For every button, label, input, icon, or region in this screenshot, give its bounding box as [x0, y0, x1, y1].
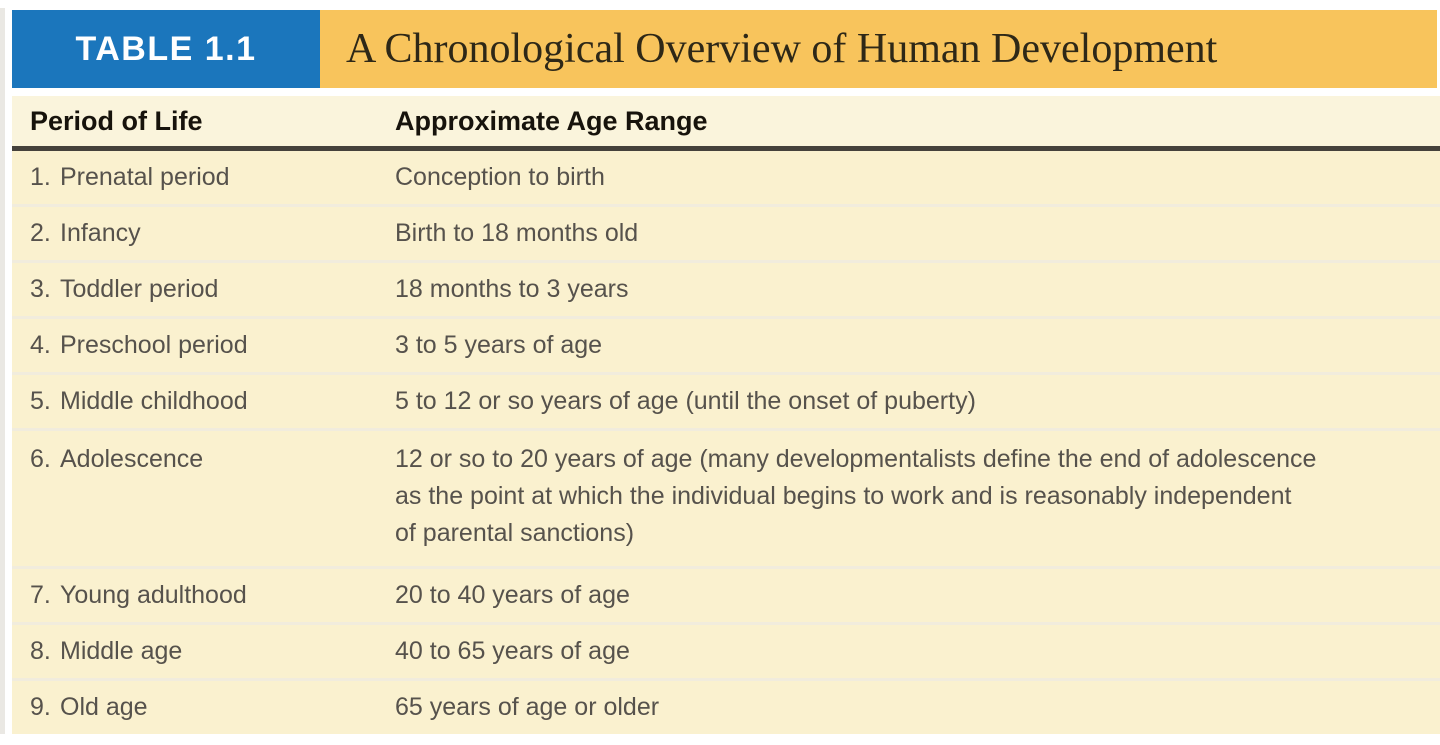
period-label: Toddler period: [60, 275, 219, 303]
table-row: 4. Preschool period 3 to 5 years of age: [12, 316, 1440, 372]
table-number-label: TABLE 1.1: [12, 10, 320, 88]
scan-edge-artifact: [0, 8, 5, 734]
row-number: 2.: [30, 219, 51, 247]
age-range-text: Conception to birth: [395, 163, 605, 191]
period-cell: 1. Prenatal period: [12, 163, 395, 192]
row-number: 6.: [30, 445, 51, 473]
period-cell: 3. Toddler period: [12, 275, 395, 304]
column-header-row: Period of Life Approximate Age Range: [12, 96, 1440, 151]
period-cell: 2. Infancy: [12, 219, 395, 248]
table-row: 5. Middle childhood 5 to 12 or so years …: [12, 372, 1440, 428]
table-row: 2. Infancy Birth to 18 months old: [12, 204, 1440, 260]
table-title: A Chronological Overview of Human Develo…: [320, 10, 1437, 88]
development-table: Period of Life Approximate Age Range 1. …: [12, 96, 1440, 734]
row-number: 8.: [30, 637, 51, 665]
age-range-text: 18 months to 3 years: [395, 275, 629, 303]
row-number: 4.: [30, 331, 51, 359]
period-cell: 7. Young adulthood: [12, 581, 395, 610]
column-header-age-range: Approximate Age Range: [395, 105, 708, 136]
table-row: 6. Adolescence 12 or so to 20 years of a…: [12, 428, 1440, 566]
table-row: 1. Prenatal period Conception to birth: [12, 151, 1440, 204]
age-range-text: 3 to 5 years of age: [395, 331, 603, 359]
table-body: 1. Prenatal period Conception to birth 2…: [12, 151, 1440, 734]
period-cell: 4. Preschool period: [12, 331, 395, 360]
table-row: 3. Toddler period 18 months to 3 years: [12, 260, 1440, 316]
age-range-text: 65 years of age or older: [395, 693, 660, 721]
period-cell: 8. Middle age: [12, 637, 395, 666]
period-label: Infancy: [60, 219, 141, 247]
table-row: 7. Young adulthood 20 to 40 years of age: [12, 566, 1440, 622]
period-label: Young adulthood: [60, 581, 247, 609]
row-number: 3.: [30, 275, 51, 303]
age-range-text: 20 to 40 years of age: [395, 581, 630, 609]
period-label: Adolescence: [60, 445, 204, 473]
table-row: 9. Old age 65 years of age or older: [12, 678, 1440, 734]
table-header-bar: TABLE 1.1 A Chronological Overview of Hu…: [12, 10, 1437, 88]
period-cell: 9. Old age: [12, 693, 395, 722]
column-header-period-of-life: Period of Life: [30, 105, 203, 136]
row-number: 1.: [30, 163, 51, 191]
age-range-text: 5 to 12 or so years of age (until the on…: [395, 387, 976, 415]
table-row: 8. Middle age 40 to 65 years of age: [12, 622, 1440, 678]
age-range-text: 12 or so to 20 years of age (many develo…: [395, 445, 1317, 547]
period-cell: 6. Adolescence: [12, 441, 395, 478]
age-range-text: Birth to 18 months old: [395, 219, 639, 247]
period-label: Middle childhood: [60, 387, 248, 415]
row-number: 7.: [30, 581, 51, 609]
period-label: Preschool period: [60, 331, 248, 359]
period-cell: 5. Middle childhood: [12, 387, 395, 416]
period-label: Old age: [60, 693, 148, 721]
age-range-text: 40 to 65 years of age: [395, 637, 630, 665]
period-label: Prenatal period: [60, 163, 230, 191]
row-number: 5.: [30, 387, 51, 415]
period-label: Middle age: [60, 637, 183, 665]
row-number: 9.: [30, 693, 51, 721]
